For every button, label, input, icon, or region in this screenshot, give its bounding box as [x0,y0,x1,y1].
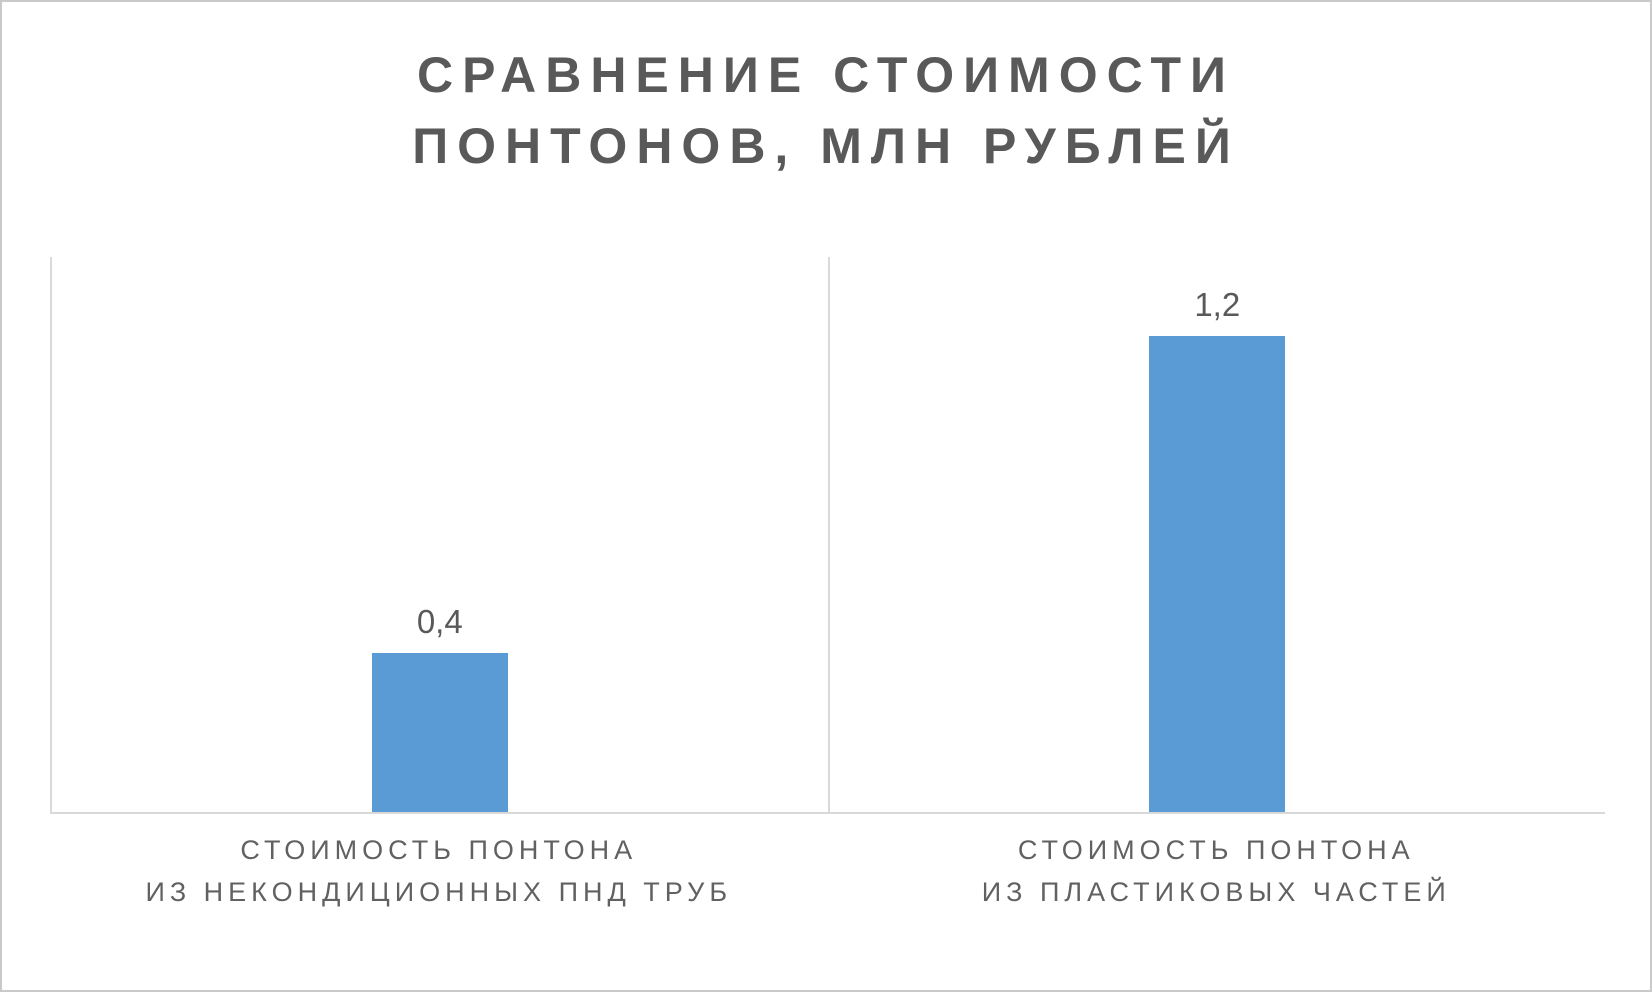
bar-group-plastic-parts: 1,2 [1149,286,1286,812]
bar-pnd-pipes [371,653,508,812]
bar-group-pnd-pipes: 0,4 [371,603,508,812]
bar-value-label: 1,2 [1194,286,1241,323]
bar-value-label: 0,4 [416,603,463,640]
category-label-line: СТОИМОСТЬ ПОНТОНА [1017,835,1415,865]
bar-plastic-parts [1149,336,1286,812]
category-label-line: ИЗ НЕКОНДИЦИОННЫХ ПНД ТРУБ [145,876,733,907]
chart-title-line-1: СРАВНЕНИЕ СТОИМОСТИ [417,47,1235,103]
chart-title-line-2: ПОНТОНОВ, МЛН РУБЛЕЙ [412,118,1240,174]
category-label-plastic-parts: СТОИМОСТЬ ПОНТОНА ИЗ ПЛАСТИКОВЫХ ЧАСТЕЙ [828,830,1606,914]
category-panel-plastic-parts: 1,2 [827,257,1606,812]
chart-title: СРАВНЕНИЕ СТОИМОСТИ ПОНТОНОВ, МЛН РУБЛЕЙ [2,40,1650,182]
category-label-line: ИЗ ПЛАСТИКОВЫХ ЧАСТЕЙ [981,876,1451,907]
plot-area: 0,4 1,2 [50,257,1605,814]
category-panel-pnd-pipes: 0,4 [50,257,828,812]
category-label-pnd-pipes: СТОИМОСТЬ ПОНТОНА ИЗ НЕКОНДИЦИОННЫХ ПНД … [50,830,828,914]
category-label-line: СТОИМОСТЬ ПОНТОНА [240,835,638,865]
category-axis-labels: СТОИМОСТЬ ПОНТОНА ИЗ НЕКОНДИЦИОННЫХ ПНД … [50,830,1605,914]
